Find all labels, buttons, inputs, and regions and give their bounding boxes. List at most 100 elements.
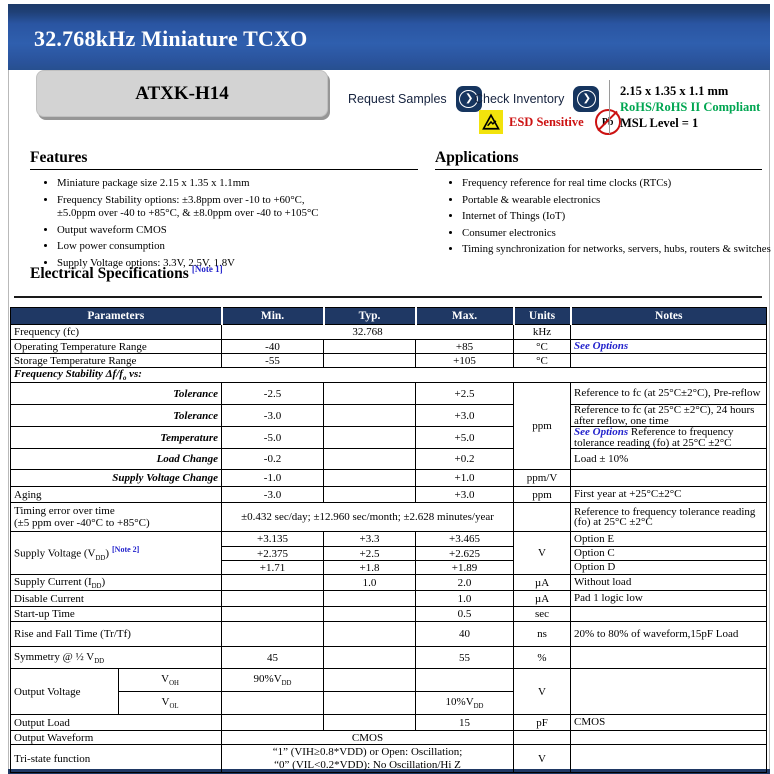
units-cell: °C bbox=[513, 339, 572, 354]
param-cell: Output Voltage bbox=[10, 668, 119, 716]
note2-link[interactable]: [Note 2] bbox=[112, 544, 140, 554]
note1-link[interactable]: [Note 1] bbox=[191, 264, 223, 274]
min-cell: +2.375 bbox=[221, 546, 325, 562]
table-row: Start-up Time 0.5 sec bbox=[9, 606, 768, 623]
electrical-specifications-table: Parameters Min. Typ. Max. Units Notes Fr… bbox=[9, 307, 768, 774]
param-cell: Supply Voltage (VDD) [Note 2] bbox=[9, 531, 223, 576]
value-cell: ±0.432 sec/day; ±12.960 sec/month; ±2.62… bbox=[221, 502, 515, 533]
max-cell: 0.5 bbox=[415, 606, 515, 623]
subscript: DD bbox=[473, 703, 484, 711]
param-cell: Load Change bbox=[9, 448, 223, 471]
typ-cell bbox=[323, 486, 417, 504]
col-header-units: Units bbox=[512, 307, 572, 325]
table-row: VOL 10%VDD bbox=[11, 691, 767, 716]
see-options-link[interactable]: See Options bbox=[574, 426, 629, 439]
electrical-specs-title: Electrical Specifications bbox=[30, 265, 189, 283]
value-cell: 32.768 bbox=[221, 324, 515, 340]
max-cell: 10%VDD bbox=[415, 691, 515, 716]
value-text: 90%V bbox=[253, 673, 282, 686]
table-row: Supply Voltage (VDD) [Note 2] +3.135 +3.3… bbox=[9, 531, 768, 576]
subscript: DD bbox=[91, 582, 102, 590]
subscript: DD bbox=[95, 554, 106, 562]
notes-cell bbox=[570, 324, 768, 340]
table-row: Temperature -5.0 +5.0 See Options Refere… bbox=[9, 426, 768, 450]
units-cell: pF bbox=[513, 714, 572, 732]
features-list: Miniature package size 2.15 x 1.35 x 1.1… bbox=[30, 177, 439, 274]
max-cell: +2.625 bbox=[415, 546, 515, 562]
typ-cell bbox=[323, 469, 417, 488]
max-cell: 40 bbox=[415, 621, 515, 648]
table-header-row: Parameters Min. Typ. Max. Units Notes bbox=[9, 307, 768, 325]
subparam-cell: VOH bbox=[117, 668, 223, 693]
table-row: Operating Temperature Range -40 +85 °C S… bbox=[9, 339, 768, 354]
param-cell: Tolerance bbox=[9, 404, 223, 428]
max-cell: +105 bbox=[415, 353, 515, 368]
units-cell: µA bbox=[513, 590, 572, 608]
rohs-compliance: RoHS/RoHS II Compliant bbox=[620, 100, 761, 114]
param-cell: Disable Current bbox=[9, 590, 223, 608]
param-cell: Frequency (fc) bbox=[9, 324, 223, 340]
min-cell: -3.0 bbox=[221, 404, 325, 428]
request-samples-button[interactable]: ❯ bbox=[455, 86, 482, 112]
typ-cell: +3.3 bbox=[323, 531, 417, 548]
table-row: Supply Voltage Change -1.0 +1.0 ppm/V bbox=[9, 469, 768, 488]
table-row: Symmetry @ ½ VDD 45 55 % bbox=[9, 646, 768, 670]
min-cell bbox=[221, 714, 325, 732]
param-text: V bbox=[161, 696, 170, 709]
check-inventory-button[interactable]: ❯ bbox=[573, 86, 600, 112]
min-cell: -0.2 bbox=[221, 448, 325, 471]
notes-cell bbox=[570, 353, 768, 368]
param-cell: Rise and Fall Time (Tr/Tf) bbox=[9, 621, 223, 648]
notes-cell: Option E bbox=[570, 531, 768, 548]
units-cell: kHz bbox=[513, 324, 572, 340]
units-cell: ns bbox=[513, 621, 572, 648]
typ-cell bbox=[323, 339, 417, 354]
param-cell: Supply Current (IDD) bbox=[9, 574, 223, 592]
param-cell: Start-up Time bbox=[9, 606, 223, 623]
application-item: Timing synchronization for networks, ser… bbox=[462, 243, 774, 257]
package-info-block: 2.15 x 1.35 x 1.1 mm RoHS/RoHS II Compli… bbox=[620, 83, 760, 131]
param-text: ) bbox=[105, 547, 110, 560]
min-cell: 45 bbox=[221, 646, 325, 670]
section-divider bbox=[14, 296, 762, 298]
application-item: Internet of Things (IoT) bbox=[462, 210, 774, 224]
param-text: ) bbox=[101, 575, 106, 588]
value-cell: “1” (VIH≥0.8*VDD) or Open: Oscillation; … bbox=[221, 744, 515, 774]
table-row: Load Change -0.2 +0.2 Load ± 10% bbox=[9, 448, 768, 471]
page-title: 32.768kHz Miniature TCXO bbox=[34, 26, 308, 51]
units-cell: °C bbox=[513, 353, 572, 368]
typ-cell bbox=[323, 646, 417, 670]
param-cell: Output Load bbox=[9, 714, 223, 732]
typ-cell bbox=[323, 448, 417, 471]
typ-cell bbox=[323, 606, 417, 623]
table-row: Rise and Fall Time (Tr/Tf) 40 ns 20% to … bbox=[9, 621, 768, 648]
application-item: Frequency reference for real time clocks… bbox=[462, 177, 774, 191]
units-cell: ppm bbox=[513, 382, 572, 471]
page-border-left bbox=[8, 66, 9, 774]
electrical-specs-heading: Electrical Specifications [Note 1] bbox=[30, 264, 223, 283]
min-cell: -55 bbox=[221, 353, 325, 368]
notes-cell: Reference to fc (at 25°C ±2°C), 24 hours… bbox=[570, 404, 768, 428]
notes-cell bbox=[570, 606, 768, 623]
notes-cell: Reference to fc (at 25°C±2°C), Pre-reflo… bbox=[570, 382, 768, 406]
min-cell: 90%VDD bbox=[221, 668, 325, 693]
units-cell: sec bbox=[513, 606, 572, 623]
frequency-stability-section-label: Frequency Stability Δf/fo vs: bbox=[9, 366, 768, 384]
check-inventory-action[interactable]: Check Inventory ❯ bbox=[474, 86, 600, 112]
request-samples-action[interactable]: Request Samples ❯ bbox=[348, 86, 482, 112]
see-options-link[interactable]: See Options bbox=[574, 340, 629, 353]
value-line: “1” (VIH≥0.8*VDD) or Open: Oscillation; bbox=[272, 746, 463, 759]
subscript: DD bbox=[281, 680, 292, 688]
table-row: Aging -3.0 +3.0 ppm First year at +25°C±… bbox=[9, 486, 768, 504]
param-text: Symmetry @ ½ V bbox=[14, 650, 95, 663]
table-section-row: Frequency Stability Δf/fo vs: bbox=[9, 366, 768, 384]
notes-cell: Pad 1 logic low bbox=[570, 590, 768, 608]
typ-cell bbox=[323, 691, 417, 716]
features-heading: Features bbox=[30, 149, 418, 170]
units-cell: µA bbox=[513, 574, 572, 592]
model-number: ATXK-H14 bbox=[135, 82, 229, 104]
param-cell: Tolerance bbox=[9, 382, 223, 406]
min-cell: -5.0 bbox=[221, 426, 325, 450]
notes-cell: Load ± 10% bbox=[570, 448, 768, 471]
request-samples-label: Request Samples bbox=[348, 92, 447, 106]
